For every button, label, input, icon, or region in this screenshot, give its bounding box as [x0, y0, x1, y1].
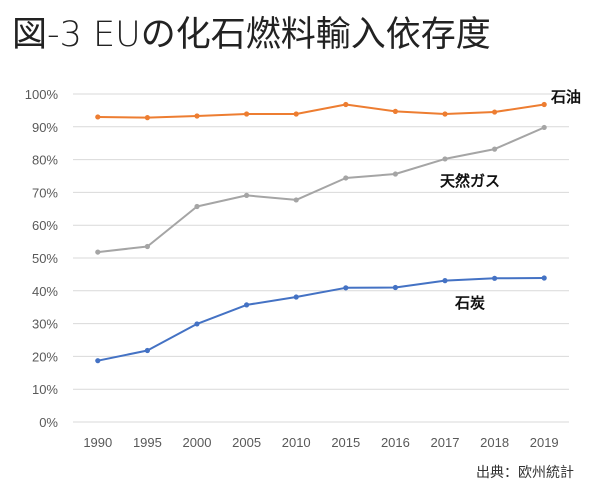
series-line-oil	[97, 103, 545, 119]
data-point-oil	[541, 101, 547, 108]
y-tick-label: 40%	[32, 284, 58, 299]
data-point-oil	[244, 111, 250, 117]
x-axis-ticks: 1990 1995 2000 2005 2010 2015 2016 2017 2018 2019	[83, 435, 558, 450]
y-axis-ticks: 0% 10% 20% 30% 40% 50% 60% 70% 80% 90% 100%	[25, 87, 59, 430]
data-point-oil	[343, 101, 349, 108]
y-tick-label: 20%	[32, 349, 58, 364]
y-tick-label: 60%	[32, 218, 58, 233]
x-tick-label: 1995	[133, 435, 162, 450]
data-point-gas	[541, 124, 547, 131]
x-tick-label: 1990	[83, 435, 112, 450]
data-point-coal	[244, 302, 250, 308]
data-point-coal	[293, 294, 299, 300]
y-tick-label: 70%	[32, 185, 58, 200]
data-point-coal	[541, 275, 547, 281]
y-tick-label: 100%	[25, 87, 59, 102]
data-point-gas	[343, 175, 349, 181]
data-point-oil	[144, 115, 150, 121]
data-point-oil	[392, 108, 398, 114]
data-point-gas	[95, 249, 101, 255]
data-point-coal	[442, 278, 448, 284]
series-oil	[95, 101, 547, 121]
series-line-gas	[97, 126, 545, 254]
data-point-coal	[392, 284, 398, 291]
data-point-coal	[144, 347, 150, 354]
data-point-oil	[492, 109, 498, 115]
data-point-gas	[442, 156, 448, 162]
data-point-gas	[144, 243, 150, 250]
series-labels: 石油 天然ガス 石炭	[440, 88, 581, 312]
y-tick-label: 50%	[32, 251, 58, 266]
x-tick-label: 2017	[431, 435, 460, 450]
data-point-oil	[194, 113, 200, 119]
x-tick-label: 2016	[381, 435, 410, 450]
series-line-coal	[97, 277, 545, 362]
x-tick-label: 2019	[530, 435, 559, 450]
data-point-gas	[293, 197, 299, 203]
x-tick-label: 2005	[232, 435, 261, 450]
data-point-coal	[194, 321, 200, 327]
data-point-gas	[492, 146, 498, 152]
series-gas	[95, 124, 547, 255]
data-point-oil	[293, 111, 299, 117]
x-tick-label: 2015	[331, 435, 360, 450]
y-tick-label: 10%	[32, 382, 58, 397]
data-point-gas	[244, 192, 250, 198]
series-label-gas: 天然ガス	[440, 172, 500, 190]
gridlines	[73, 93, 569, 423]
series-label-oil: 石油	[550, 88, 581, 106]
y-tick-label: 30%	[32, 317, 58, 332]
chart-title: 図-3 EUの化石燃料輸入依存度	[12, 15, 491, 55]
data-point-gas	[194, 203, 200, 210]
data-point-oil	[442, 111, 448, 117]
data-point-coal	[95, 358, 101, 364]
source-note: 出典：欧州統計	[476, 465, 574, 481]
series-coal	[95, 275, 547, 364]
series-label-coal: 石炭	[454, 294, 485, 312]
y-tick-label: 90%	[32, 120, 58, 135]
y-tick-label: 80%	[32, 153, 58, 168]
x-tick-label: 2010	[282, 435, 311, 450]
series-lines	[95, 101, 547, 364]
x-tick-label: 2000	[183, 435, 212, 450]
data-point-coal	[343, 285, 349, 291]
data-point-gas	[392, 171, 398, 177]
x-tick-label: 2018	[480, 435, 509, 450]
data-point-coal	[492, 275, 498, 281]
data-point-oil	[95, 114, 101, 120]
y-tick-label: 0%	[39, 415, 58, 430]
